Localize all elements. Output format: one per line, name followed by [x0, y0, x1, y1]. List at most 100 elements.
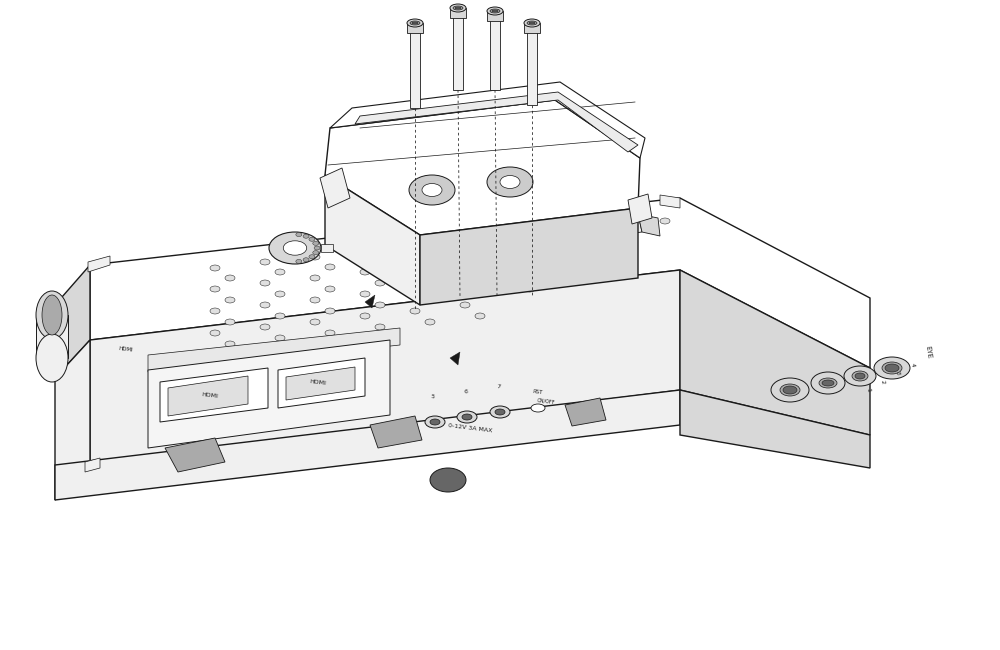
Ellipse shape	[275, 291, 285, 297]
Polygon shape	[595, 214, 642, 238]
Polygon shape	[450, 352, 460, 365]
Ellipse shape	[475, 291, 485, 297]
Ellipse shape	[314, 246, 320, 250]
Ellipse shape	[531, 404, 545, 412]
Text: ON/OFF: ON/OFF	[537, 398, 555, 405]
Ellipse shape	[560, 248, 570, 254]
Ellipse shape	[410, 308, 420, 314]
Ellipse shape	[360, 313, 370, 319]
Polygon shape	[278, 358, 365, 408]
Ellipse shape	[210, 265, 220, 271]
Polygon shape	[36, 315, 68, 358]
Polygon shape	[55, 340, 90, 500]
Ellipse shape	[410, 21, 420, 25]
Ellipse shape	[819, 378, 837, 388]
Text: 4: 4	[909, 363, 915, 367]
Polygon shape	[453, 17, 463, 90]
Ellipse shape	[575, 238, 585, 244]
Ellipse shape	[296, 233, 302, 237]
Polygon shape	[168, 376, 248, 416]
Ellipse shape	[822, 380, 834, 386]
Text: HDMI: HDMI	[309, 380, 327, 387]
Ellipse shape	[310, 297, 320, 303]
Ellipse shape	[425, 416, 445, 428]
Ellipse shape	[525, 286, 535, 292]
Ellipse shape	[36, 334, 68, 382]
Ellipse shape	[771, 378, 809, 402]
Ellipse shape	[882, 362, 902, 374]
Ellipse shape	[453, 6, 463, 10]
Text: 7: 7	[497, 384, 501, 389]
Ellipse shape	[460, 238, 470, 244]
Ellipse shape	[360, 269, 370, 275]
Ellipse shape	[325, 330, 335, 336]
Ellipse shape	[269, 232, 321, 264]
Ellipse shape	[260, 324, 270, 330]
Text: EYE: EYE	[924, 345, 932, 359]
Ellipse shape	[524, 19, 540, 27]
Ellipse shape	[313, 241, 319, 245]
Polygon shape	[160, 368, 268, 422]
Ellipse shape	[225, 297, 235, 303]
Polygon shape	[420, 208, 638, 305]
Ellipse shape	[42, 295, 62, 335]
Polygon shape	[148, 340, 390, 448]
Ellipse shape	[529, 22, 535, 24]
Ellipse shape	[475, 313, 485, 319]
Polygon shape	[55, 265, 90, 378]
Ellipse shape	[510, 253, 520, 259]
Ellipse shape	[260, 280, 270, 286]
Polygon shape	[524, 23, 540, 33]
Ellipse shape	[325, 308, 335, 314]
Ellipse shape	[225, 341, 235, 347]
Ellipse shape	[475, 248, 485, 254]
Ellipse shape	[36, 291, 68, 339]
Ellipse shape	[260, 259, 270, 265]
Ellipse shape	[375, 280, 385, 286]
Ellipse shape	[457, 411, 477, 423]
Ellipse shape	[525, 243, 535, 249]
Ellipse shape	[460, 302, 470, 308]
Ellipse shape	[855, 373, 865, 379]
Polygon shape	[320, 168, 350, 208]
Ellipse shape	[625, 233, 635, 239]
Ellipse shape	[527, 21, 537, 25]
Polygon shape	[321, 244, 333, 252]
Polygon shape	[365, 295, 375, 308]
Text: HDMI: HDMI	[118, 346, 133, 353]
Ellipse shape	[510, 233, 520, 239]
Ellipse shape	[462, 414, 472, 420]
Ellipse shape	[296, 259, 302, 263]
Text: 1: 1	[865, 388, 871, 392]
Polygon shape	[165, 438, 225, 472]
Ellipse shape	[410, 264, 420, 270]
Polygon shape	[638, 214, 660, 236]
Ellipse shape	[500, 176, 520, 188]
Polygon shape	[628, 194, 652, 224]
Ellipse shape	[375, 324, 385, 330]
Ellipse shape	[885, 364, 899, 372]
Ellipse shape	[475, 269, 485, 275]
Ellipse shape	[210, 308, 220, 314]
Polygon shape	[90, 270, 680, 465]
Text: HDMI: HDMI	[201, 393, 219, 400]
Polygon shape	[660, 195, 680, 208]
Ellipse shape	[450, 4, 466, 12]
Ellipse shape	[407, 19, 423, 27]
Ellipse shape	[510, 275, 520, 281]
Text: 5: 5	[431, 393, 435, 399]
Ellipse shape	[487, 167, 533, 197]
Ellipse shape	[303, 258, 309, 262]
Text: RST: RST	[533, 389, 543, 395]
Polygon shape	[85, 458, 100, 472]
Ellipse shape	[410, 286, 420, 292]
Polygon shape	[90, 198, 870, 368]
Ellipse shape	[492, 10, 498, 12]
Ellipse shape	[210, 330, 220, 336]
Ellipse shape	[422, 183, 442, 196]
Polygon shape	[325, 175, 420, 305]
Text: 3: 3	[894, 370, 900, 375]
Polygon shape	[355, 92, 638, 152]
Polygon shape	[407, 23, 423, 33]
Polygon shape	[680, 270, 870, 435]
